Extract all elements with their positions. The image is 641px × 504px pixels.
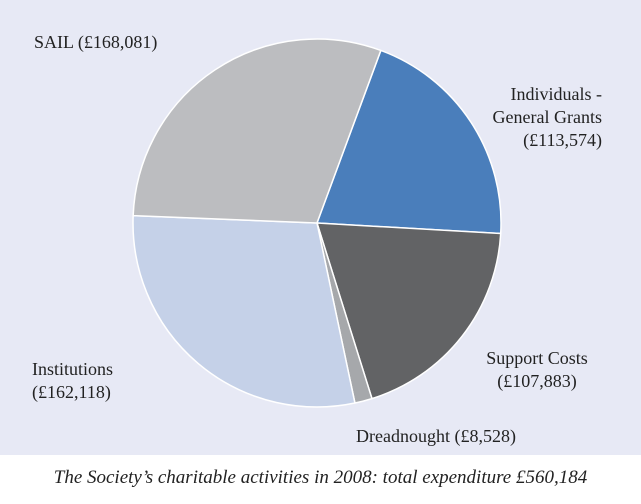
pie-slice-individuals-general-grants bbox=[316, 49, 502, 235]
label-institutions-line-2: (£162,118) bbox=[32, 382, 111, 402]
pie-slice-institutions bbox=[132, 214, 356, 408]
label-individuals-line-2: General Grants bbox=[492, 107, 602, 127]
label-individuals-line-3: (£113,574) bbox=[523, 130, 602, 150]
label-sail-line-1: SAIL (£168,081) bbox=[34, 32, 158, 52]
label-support-costs: Support Costs (£107,883) bbox=[474, 347, 600, 393]
label-support-costs-line-1: Support Costs bbox=[486, 348, 588, 368]
label-support-costs-line-2: (£107,883) bbox=[497, 371, 577, 391]
label-dreadnought-line-1: Dreadnought (£8,528) bbox=[356, 426, 516, 446]
chart-caption: The Society’s charitable activities in 2… bbox=[53, 467, 588, 488]
label-dreadnought: Dreadnought (£8,528) bbox=[356, 425, 516, 448]
pie-slice-support-costs bbox=[316, 222, 502, 400]
pie-slice-sail bbox=[132, 38, 382, 224]
label-individuals: Individuals - General Grants (£113,574) bbox=[482, 83, 602, 152]
label-institutions-line-1: Institutions bbox=[32, 359, 114, 379]
chart-panel: SAIL (£168,081) Individuals - General Gr… bbox=[0, 0, 641, 455]
label-sail: SAIL (£168,081) bbox=[34, 31, 157, 54]
pie-chart bbox=[132, 38, 502, 408]
label-institutions: Institutions (£162,118) bbox=[32, 358, 113, 404]
label-individuals-line-1: Individuals - bbox=[510, 84, 603, 104]
